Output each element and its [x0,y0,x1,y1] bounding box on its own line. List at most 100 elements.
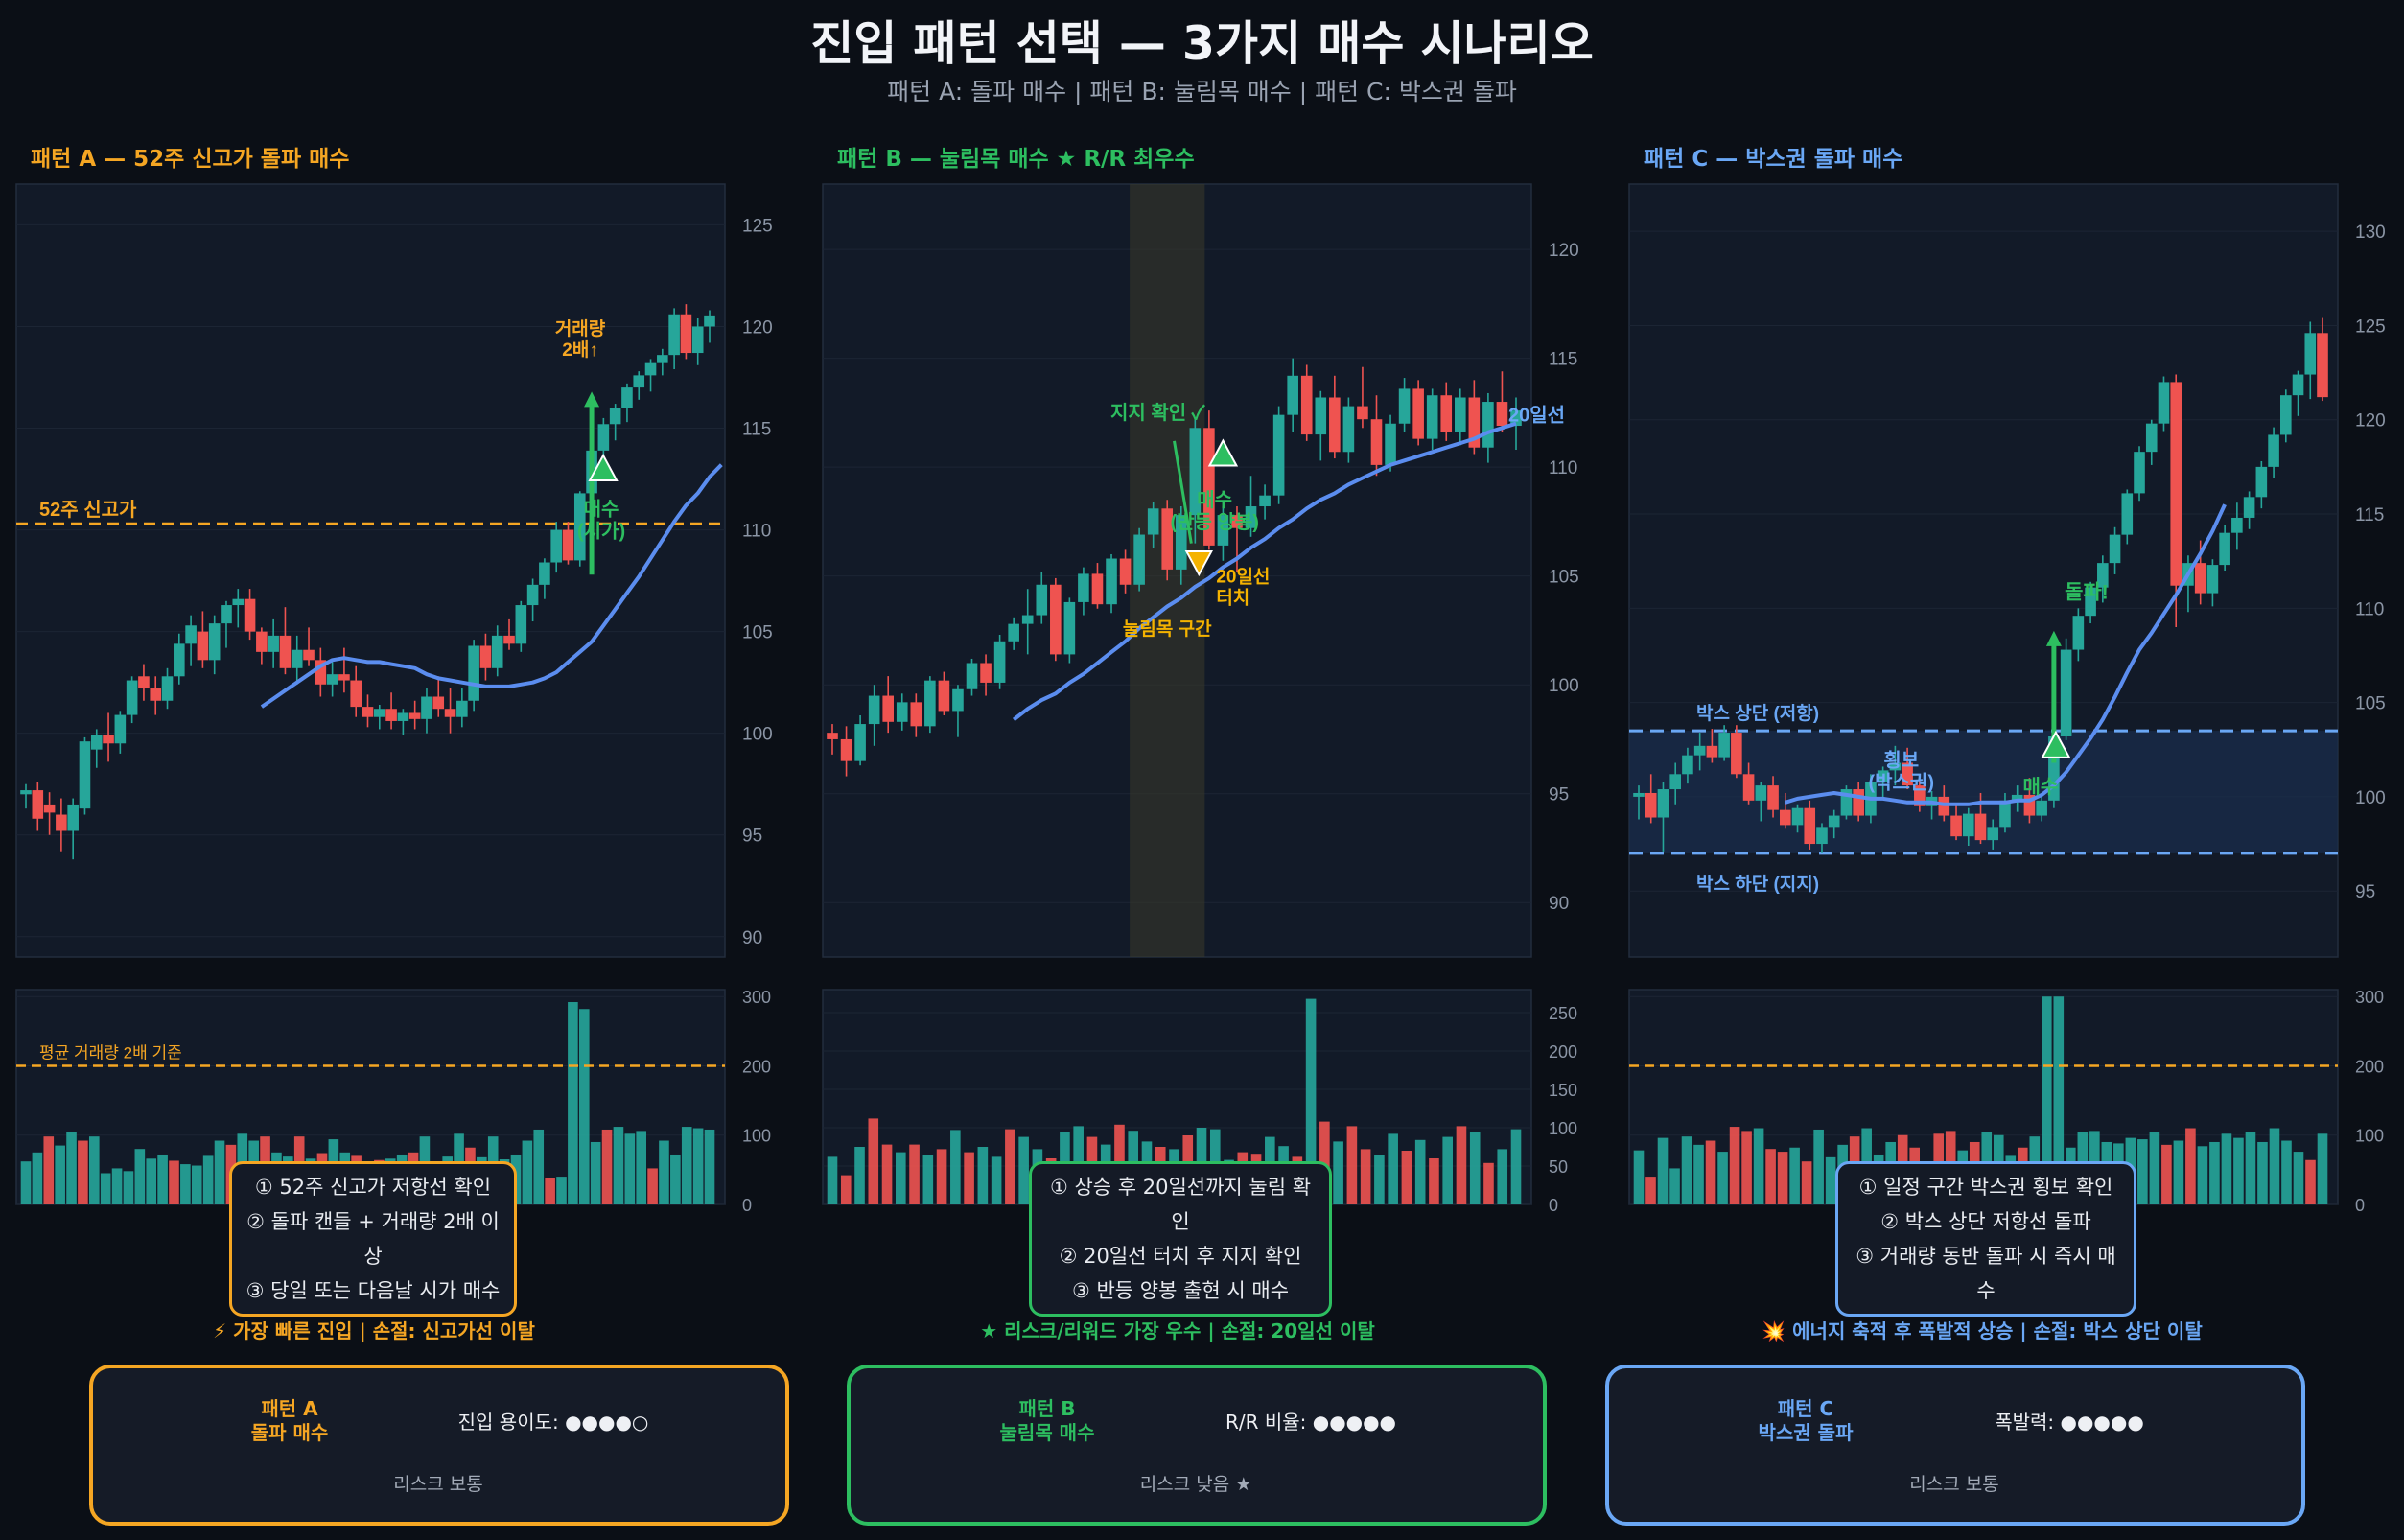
candle-body [621,387,633,408]
volume-bar [1765,1149,1776,1204]
candle-body [704,315,715,327]
volume-tick-label: 100 [742,1127,771,1146]
candle-body [691,326,704,354]
card-risk: 리스크 낮음 ★ [1139,1474,1252,1495]
volume-bar [1510,1129,1522,1204]
card-name: 패턴 B 눌림목 매수 [999,1397,1095,1444]
candle-body [1706,745,1718,758]
candle-body [491,635,503,668]
candle-body [1791,807,1804,826]
candle-body [515,605,527,644]
box-lower-label: 박스 하단 (지지) [1696,874,1819,895]
volume-bar [100,1173,111,1204]
volume-bar [2257,1141,2268,1204]
candle-body [1853,789,1864,816]
candle-body [1669,774,1681,790]
candle-body [232,598,245,606]
candle-body [2097,563,2109,588]
candle-body [657,355,668,363]
volume-bar [169,1160,179,1204]
candle-body [362,707,374,717]
buy-label: 매수 (반등 양봉) [1170,489,1258,533]
volume-tick-label: 0 [1549,1196,1558,1215]
buy-marker [588,453,619,481]
candle-body [562,529,574,561]
panel-a-tagline: ⚡ 가장 빠른 진입 | 손절: 신고가선 이탈 [213,1319,535,1342]
y-tick-label: 130 [2355,222,2386,243]
step-item: ① 52주 신고가 저항선 확인 [254,1176,492,1199]
step-item: ③ 거래량 동반 돌파 시 즉시 매수 [1856,1245,2116,1302]
volume-bar [2185,1128,2196,1204]
volume-bar [2233,1137,2244,1204]
volume-bar [202,1155,214,1204]
volume-bar [1483,1162,1494,1204]
candle-body [503,635,515,644]
volume-bar [1469,1132,1481,1204]
candle-body [2317,333,2328,398]
candle-body [2121,493,2134,535]
volume-bar [704,1129,715,1204]
candle-body [868,695,880,725]
candle-body [1496,402,1508,427]
candle-body [161,676,174,701]
candle-body [1300,375,1313,435]
candle-body [1779,809,1791,826]
volume-bar [32,1152,43,1204]
candle-body [550,529,562,563]
y-tick-label: 105 [742,623,773,643]
candle-body [1412,388,1424,439]
volume-bar [1497,1149,1508,1204]
volume-reference-label: 평균 거래량 2배 기준 [39,1043,182,1062]
candle-body [67,804,79,831]
candle-body [268,635,279,652]
volume-bar [157,1154,168,1204]
panel-a-summary-card: 패턴 A 돌파 매수 진입 용이도: ●●●●○ 리스크 보통 [89,1365,789,1526]
y-tick-label: 100 [1549,676,1579,696]
candle-body [910,702,922,727]
candle-body [1091,573,1104,605]
candle-body [468,645,479,701]
candle-body [1272,414,1285,496]
candle-body [2255,466,2268,498]
panel-c-steps: ① 일정 구간 박스권 횡보 확인 ② 박스 상단 저항선 돌파 ③ 거래량 동… [1835,1161,2136,1317]
candle-body [1245,506,1257,528]
volume-bar [180,1164,191,1204]
breakout-arrow-head [584,391,600,408]
panel-a-steps: ① 52주 신고가 저항선 확인 ② 돌파 캔들 + 거래량 2배 이상 ③ 당… [229,1161,517,1317]
candle-body [2072,616,2085,650]
candle-body [539,562,550,585]
y-tick-label: 115 [1549,350,1577,370]
y-tick-label: 125 [2355,316,2386,337]
card-risk: 리스크 보통 [393,1474,483,1495]
volume-tick-label: 250 [1549,1004,1577,1023]
volume-bar [827,1156,838,1204]
volume-bar [1018,1136,1029,1204]
volume-bar [2053,996,2065,1204]
volume-label: 거래량 2배↑ [555,318,606,361]
candle-body [1510,410,1522,427]
candle-body [397,712,409,721]
volume-bar [78,1140,88,1204]
candle-body [2194,563,2206,594]
volume-bar [20,1161,32,1204]
breakout-arrow-head [2045,630,2062,646]
candle-body [1133,534,1145,585]
candle-body [1816,827,1828,845]
volume-bar [1456,1126,1467,1204]
card-risk: 리스크 보통 [1909,1474,1999,1495]
volume-bar [936,1149,947,1204]
touch-marker [1184,550,1214,577]
candle-body [1385,423,1396,465]
level-label: 52주 신고가 [39,499,137,521]
y-tick-label: 100 [742,725,773,745]
volume-bar [1442,1136,1453,1204]
candle-body [350,680,362,708]
candle-body [56,814,67,831]
volume-bar [681,1127,692,1204]
candle-body [315,660,327,685]
y-tick-label: 90 [1549,894,1569,914]
candle-body [644,362,657,376]
candle-body [1147,508,1159,535]
volume-bar [578,1009,590,1204]
